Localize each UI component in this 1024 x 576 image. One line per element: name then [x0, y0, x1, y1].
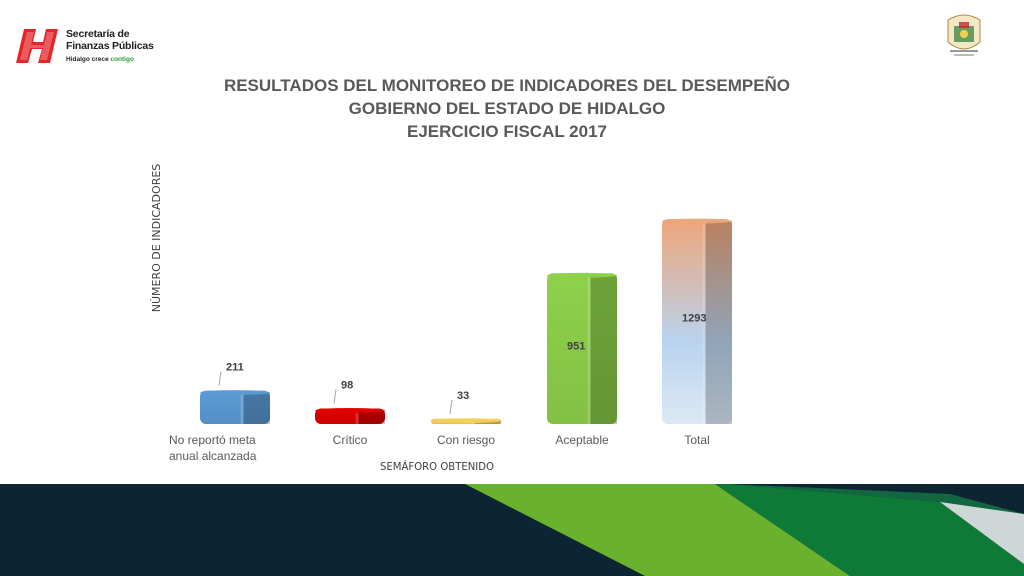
value-label-1: 98 — [341, 379, 353, 391]
state-seal-icon — [947, 14, 981, 56]
bar-chart: 211 No reportó meta anual alcanzada 98 Críti… — [150, 164, 732, 474]
bar-cap-2 — [431, 418, 501, 424]
leader-line-0 — [218, 371, 222, 386]
bar-3 — [547, 273, 617, 424]
chart-titles: RESULTADOS DEL MONITOREO DE INDICADORES … — [0, 74, 1014, 143]
h-logo-icon — [16, 29, 58, 63]
bar-cap-1 — [315, 407, 385, 413]
title-line-3: EJERCICIO FISCAL 2017 — [407, 122, 607, 141]
footer-decoration — [0, 484, 1024, 576]
bar-0 — [200, 390, 270, 424]
secretaria-logo: Secretaría de Finanzas Públicas Hidalgo … — [16, 26, 166, 66]
slogan-part-a: Hidalgo crece — [66, 56, 109, 63]
bar-edge-4 — [702, 221, 706, 424]
category-label-1-0: Crítico — [333, 433, 368, 447]
bar-cap-4 — [662, 218, 732, 224]
bar-edge-0 — [240, 392, 244, 424]
bar-shade-4 — [705, 221, 732, 424]
bar-edge-3 — [587, 275, 591, 424]
value-label-3: 951 — [567, 341, 585, 353]
y-axis-title: NÚMERO DE INDICADORES — [150, 164, 163, 313]
category-label-4-0: Total — [684, 433, 709, 447]
value-label-4: 1293 — [682, 312, 706, 324]
leader-line-1 — [333, 389, 337, 404]
category-label-3-0: Aceptable — [555, 433, 609, 447]
title-line-1: RESULTADOS DEL MONITOREO DE INDICADORES … — [223, 76, 791, 95]
bar-shade-1 — [358, 410, 385, 424]
org-name-line1: Secretaría de — [66, 28, 130, 40]
category-label-0-0: No reportó meta — [169, 433, 256, 447]
category-label-0-1: anual alcanzada — [169, 449, 257, 463]
category-label-2-0: Con riesgo — [437, 433, 495, 447]
value-label-0: 211 — [226, 362, 244, 374]
leader-line-2 — [449, 399, 453, 414]
slogan: Hidalgo crece contigo — [66, 54, 154, 66]
title-line-2: GOBIERNO DEL ESTADO DE HIDALGO — [348, 99, 666, 118]
bar-cap-0 — [200, 390, 270, 396]
bar-4 — [662, 219, 732, 424]
x-axis-title: SEMÁFORO OBTENIDO — [380, 460, 494, 474]
bar-cap-3 — [547, 272, 617, 278]
bar-shade-0 — [243, 392, 270, 424]
slogan-part-b: contigo — [110, 56, 134, 63]
bar-shade-3 — [590, 275, 617, 424]
value-label-2: 33 — [457, 390, 469, 402]
org-name-line2: Finanzas Públicas — [66, 40, 154, 52]
bar-edge-1 — [355, 410, 359, 424]
